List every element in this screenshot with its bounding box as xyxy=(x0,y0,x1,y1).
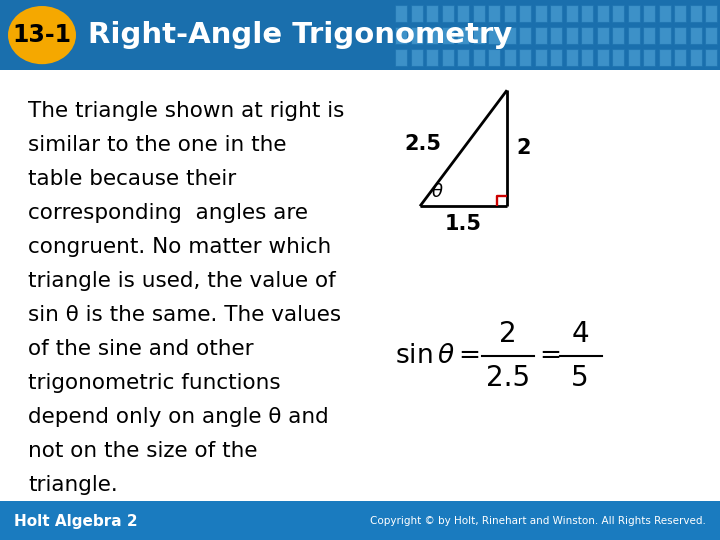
FancyBboxPatch shape xyxy=(488,5,500,22)
FancyBboxPatch shape xyxy=(519,5,531,22)
FancyBboxPatch shape xyxy=(690,27,701,44)
Text: congruent. No matter which: congruent. No matter which xyxy=(28,237,331,257)
FancyBboxPatch shape xyxy=(690,49,701,66)
FancyBboxPatch shape xyxy=(581,5,593,22)
FancyBboxPatch shape xyxy=(628,49,639,66)
FancyBboxPatch shape xyxy=(395,27,407,44)
FancyBboxPatch shape xyxy=(441,27,454,44)
FancyBboxPatch shape xyxy=(659,27,670,44)
FancyBboxPatch shape xyxy=(457,27,469,44)
FancyBboxPatch shape xyxy=(612,27,624,44)
FancyBboxPatch shape xyxy=(441,5,454,22)
FancyBboxPatch shape xyxy=(628,27,639,44)
Text: 5: 5 xyxy=(571,364,589,392)
FancyBboxPatch shape xyxy=(612,49,624,66)
FancyBboxPatch shape xyxy=(534,49,546,66)
FancyBboxPatch shape xyxy=(690,5,701,22)
FancyBboxPatch shape xyxy=(472,27,485,44)
FancyBboxPatch shape xyxy=(581,27,593,44)
Text: of the sine and other: of the sine and other xyxy=(28,339,253,359)
FancyBboxPatch shape xyxy=(503,27,516,44)
FancyBboxPatch shape xyxy=(395,49,407,66)
FancyBboxPatch shape xyxy=(503,49,516,66)
FancyBboxPatch shape xyxy=(457,49,469,66)
FancyBboxPatch shape xyxy=(534,5,546,22)
FancyBboxPatch shape xyxy=(472,5,485,22)
FancyBboxPatch shape xyxy=(426,5,438,22)
FancyBboxPatch shape xyxy=(612,5,624,22)
Text: 2: 2 xyxy=(499,320,517,348)
FancyBboxPatch shape xyxy=(457,5,469,22)
FancyBboxPatch shape xyxy=(426,49,438,66)
FancyBboxPatch shape xyxy=(659,5,670,22)
FancyBboxPatch shape xyxy=(472,49,485,66)
FancyBboxPatch shape xyxy=(705,5,717,22)
Text: triangle.: triangle. xyxy=(28,475,118,495)
Text: Copyright © by Holt, Rinehart and Winston. All Rights Reserved.: Copyright © by Holt, Rinehart and Winsto… xyxy=(370,516,706,526)
Text: =: = xyxy=(539,343,561,369)
FancyBboxPatch shape xyxy=(674,49,686,66)
FancyBboxPatch shape xyxy=(410,27,423,44)
FancyBboxPatch shape xyxy=(519,27,531,44)
FancyBboxPatch shape xyxy=(503,5,516,22)
Text: table because their: table because their xyxy=(28,169,236,189)
FancyBboxPatch shape xyxy=(581,49,593,66)
Text: similar to the one in the: similar to the one in the xyxy=(28,135,287,155)
Text: Right-Angle Trigonometry: Right-Angle Trigonometry xyxy=(88,21,512,49)
FancyBboxPatch shape xyxy=(550,5,562,22)
FancyBboxPatch shape xyxy=(395,5,407,22)
Text: $\sin\theta =$: $\sin\theta =$ xyxy=(395,343,480,369)
FancyBboxPatch shape xyxy=(534,27,546,44)
FancyBboxPatch shape xyxy=(565,5,577,22)
Text: Holt Algebra 2: Holt Algebra 2 xyxy=(14,514,138,529)
FancyBboxPatch shape xyxy=(441,49,454,66)
Text: 2: 2 xyxy=(516,138,531,158)
FancyBboxPatch shape xyxy=(488,49,500,66)
Text: 4: 4 xyxy=(571,320,589,348)
FancyBboxPatch shape xyxy=(488,27,500,44)
Text: depend only on angle θ and: depend only on angle θ and xyxy=(28,407,329,427)
Text: not on the size of the: not on the size of the xyxy=(28,441,258,461)
FancyBboxPatch shape xyxy=(410,49,423,66)
FancyBboxPatch shape xyxy=(643,27,655,44)
FancyBboxPatch shape xyxy=(565,49,577,66)
Text: 2.5: 2.5 xyxy=(486,364,530,392)
FancyBboxPatch shape xyxy=(705,49,717,66)
FancyBboxPatch shape xyxy=(565,27,577,44)
FancyBboxPatch shape xyxy=(628,5,639,22)
Text: sin θ is the same. The values: sin θ is the same. The values xyxy=(28,305,341,325)
Text: 2.5: 2.5 xyxy=(405,134,441,154)
FancyBboxPatch shape xyxy=(550,49,562,66)
FancyBboxPatch shape xyxy=(659,49,670,66)
FancyBboxPatch shape xyxy=(426,27,438,44)
FancyBboxPatch shape xyxy=(596,5,608,22)
Text: θ: θ xyxy=(431,183,443,201)
Ellipse shape xyxy=(8,6,76,64)
FancyBboxPatch shape xyxy=(643,49,655,66)
Text: 13-1: 13-1 xyxy=(12,23,71,47)
FancyBboxPatch shape xyxy=(674,27,686,44)
FancyBboxPatch shape xyxy=(410,5,423,22)
FancyBboxPatch shape xyxy=(596,27,608,44)
FancyBboxPatch shape xyxy=(705,27,717,44)
Text: corresponding  angles are: corresponding angles are xyxy=(28,203,308,223)
FancyBboxPatch shape xyxy=(674,5,686,22)
FancyBboxPatch shape xyxy=(519,49,531,66)
Text: The triangle shown at right is: The triangle shown at right is xyxy=(28,101,344,121)
FancyBboxPatch shape xyxy=(550,27,562,44)
FancyBboxPatch shape xyxy=(596,49,608,66)
Text: 1.5: 1.5 xyxy=(445,214,482,234)
Text: trigonometric functions: trigonometric functions xyxy=(28,373,281,393)
Text: triangle is used, the value of: triangle is used, the value of xyxy=(28,271,336,291)
FancyBboxPatch shape xyxy=(643,5,655,22)
